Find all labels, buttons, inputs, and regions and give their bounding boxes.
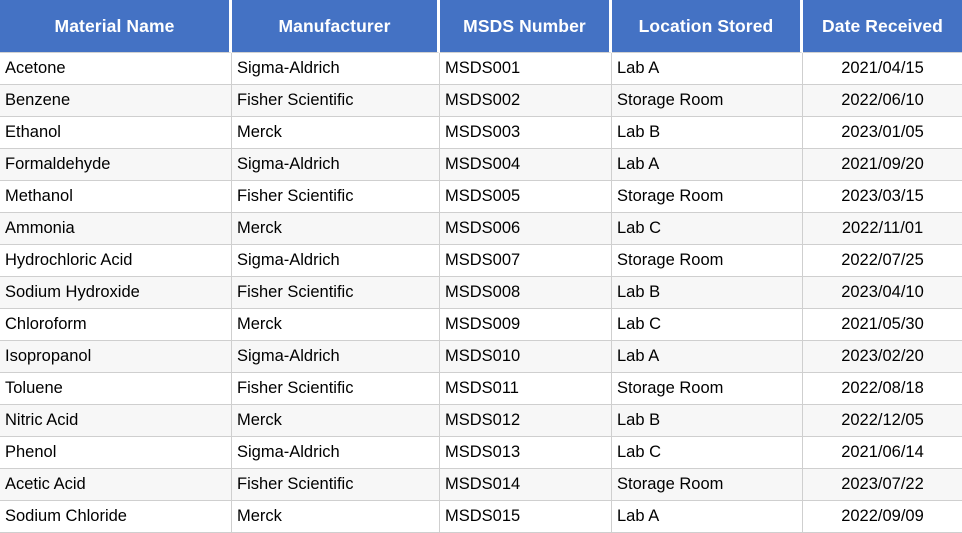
cell-manufacturer[interactable]: Sigma-Aldrich — [232, 149, 440, 181]
cell-material-name[interactable]: Isopropanol — [0, 341, 232, 373]
cell-location-stored[interactable]: Lab B — [612, 277, 803, 309]
cell-location-stored[interactable]: Storage Room — [612, 85, 803, 117]
cell-date-received[interactable]: 2022/06/10 — [803, 85, 962, 117]
cell-date-received[interactable]: 2022/11/01 — [803, 213, 962, 245]
cell-location-stored[interactable]: Storage Room — [612, 373, 803, 405]
table-row[interactable]: Ethanol Merck MSDS003 Lab B 2023/01/05 — [0, 117, 962, 149]
cell-manufacturer[interactable]: Fisher Scientific — [232, 181, 440, 213]
column-header-location-stored[interactable]: Location Stored — [612, 0, 803, 53]
cell-date-received[interactable]: 2023/07/22 — [803, 469, 962, 501]
cell-date-received[interactable]: 2022/08/18 — [803, 373, 962, 405]
cell-msds-number[interactable]: MSDS006 — [440, 213, 612, 245]
cell-msds-number[interactable]: MSDS014 — [440, 469, 612, 501]
cell-msds-number[interactable]: MSDS010 — [440, 341, 612, 373]
cell-date-received[interactable]: 2023/03/15 — [803, 181, 962, 213]
cell-manufacturer[interactable]: Fisher Scientific — [232, 373, 440, 405]
cell-material-name[interactable]: Ethanol — [0, 117, 232, 149]
cell-msds-number[interactable]: MSDS011 — [440, 373, 612, 405]
cell-location-stored[interactable]: Lab A — [612, 501, 803, 533]
cell-material-name[interactable]: Benzene — [0, 85, 232, 117]
table-row[interactable]: Methanol Fisher Scientific MSDS005 Storage … — [0, 181, 962, 213]
cell-date-received[interactable]: 2022/07/25 — [803, 245, 962, 277]
cell-manufacturer[interactable]: Sigma-Aldrich — [232, 437, 440, 469]
cell-msds-number[interactable]: MSDS009 — [440, 309, 612, 341]
cell-date-received[interactable]: 2021/06/14 — [803, 437, 962, 469]
cell-msds-number[interactable]: MSDS008 — [440, 277, 612, 309]
cell-msds-number[interactable]: MSDS007 — [440, 245, 612, 277]
cell-material-name[interactable]: Hydrochloric Acid — [0, 245, 232, 277]
cell-msds-number[interactable]: MSDS001 — [440, 53, 612, 85]
column-header-material-name[interactable]: Material Name — [0, 0, 232, 53]
header-row: Material Name Manufacturer MSDS Number Loca… — [0, 0, 962, 53]
cell-location-stored[interactable]: Storage Room — [612, 245, 803, 277]
cell-msds-number[interactable]: MSDS005 — [440, 181, 612, 213]
table-row[interactable]: Toluene Fisher Scientific MSDS011 Storage R… — [0, 373, 962, 405]
cell-manufacturer[interactable]: Merck — [232, 117, 440, 149]
cell-material-name[interactable]: Ammonia — [0, 213, 232, 245]
cell-location-stored[interactable]: Storage Room — [612, 469, 803, 501]
column-header-date-received[interactable]: Date Received — [803, 0, 962, 53]
cell-material-name[interactable]: Formaldehyde — [0, 149, 232, 181]
cell-material-name[interactable]: Acetic Acid — [0, 469, 232, 501]
table-row[interactable]: Benzene Fisher Scientific MSDS002 Storage R… — [0, 85, 962, 117]
cell-date-received[interactable]: 2023/02/20 — [803, 341, 962, 373]
table-body: Acetone Sigma-Aldrich MSDS001 Lab A 2021/04/… — [0, 53, 962, 533]
cell-date-received[interactable]: 2021/09/20 — [803, 149, 962, 181]
cell-msds-number[interactable]: MSDS004 — [440, 149, 612, 181]
cell-manufacturer[interactable]: Merck — [232, 213, 440, 245]
cell-material-name[interactable]: Toluene — [0, 373, 232, 405]
table-row[interactable]: Sodium Hydroxide Fisher Scientific MSDS008… — [0, 277, 962, 309]
cell-location-stored[interactable]: Lab A — [612, 341, 803, 373]
table-header: Material Name Manufacturer MSDS Number Loca… — [0, 0, 962, 53]
cell-material-name[interactable]: Nitric Acid — [0, 405, 232, 437]
cell-material-name[interactable]: Sodium Hydroxide — [0, 277, 232, 309]
cell-msds-number[interactable]: MSDS015 — [440, 501, 612, 533]
table-row[interactable]: Hydrochloric Acid Sigma-Aldrich MSDS007 Sto… — [0, 245, 962, 277]
cell-material-name[interactable]: Methanol — [0, 181, 232, 213]
cell-material-name[interactable]: Chloroform — [0, 309, 232, 341]
cell-manufacturer[interactable]: Sigma-Aldrich — [232, 341, 440, 373]
cell-location-stored[interactable]: Lab C — [612, 213, 803, 245]
cell-manufacturer[interactable]: Fisher Scientific — [232, 85, 440, 117]
cell-manufacturer[interactable]: Sigma-Aldrich — [232, 245, 440, 277]
cell-date-received[interactable]: 2022/09/09 — [803, 501, 962, 533]
table-row[interactable]: Nitric Acid Merck MSDS012 Lab B 2022/12/05 — [0, 405, 962, 437]
cell-msds-number[interactable]: MSDS013 — [440, 437, 612, 469]
cell-manufacturer[interactable]: Sigma-Aldrich — [232, 53, 440, 85]
cell-location-stored[interactable]: Lab C — [612, 437, 803, 469]
cell-manufacturer[interactable]: Fisher Scientific — [232, 277, 440, 309]
cell-msds-number[interactable]: MSDS003 — [440, 117, 612, 149]
table-row[interactable]: Acetic Acid Fisher Scientific MSDS014 Stora… — [0, 469, 962, 501]
column-header-manufacturer[interactable]: Manufacturer — [232, 0, 440, 53]
table-row[interactable]: Ammonia Merck MSDS006 Lab C 2022/11/01 — [0, 213, 962, 245]
cell-manufacturer[interactable]: Merck — [232, 309, 440, 341]
column-header-msds-number[interactable]: MSDS Number — [440, 0, 612, 53]
cell-date-received[interactable]: 2023/01/05 — [803, 117, 962, 149]
table-row[interactable]: Isopropanol Sigma-Aldrich MSDS010 Lab A 2023… — [0, 341, 962, 373]
cell-location-stored[interactable]: Lab A — [612, 149, 803, 181]
cell-date-received[interactable]: 2023/04/10 — [803, 277, 962, 309]
cell-manufacturer[interactable]: Merck — [232, 501, 440, 533]
cell-location-stored[interactable]: Storage Room — [612, 181, 803, 213]
cell-location-stored[interactable]: Lab B — [612, 405, 803, 437]
table-row[interactable]: Phenol Sigma-Aldrich MSDS013 Lab C 2021/06/1… — [0, 437, 962, 469]
cell-date-received[interactable]: 2022/12/05 — [803, 405, 962, 437]
table-row[interactable]: Formaldehyde Sigma-Aldrich MSDS004 Lab A 202… — [0, 149, 962, 181]
table-row[interactable]: Chloroform Merck MSDS009 Lab C 2021/05/30 — [0, 309, 962, 341]
cell-location-stored[interactable]: Lab B — [612, 117, 803, 149]
cell-material-name[interactable]: Sodium Chloride — [0, 501, 232, 533]
table-row[interactable]: Acetone Sigma-Aldrich MSDS001 Lab A 2021/04/… — [0, 53, 962, 85]
cell-manufacturer[interactable]: Fisher Scientific — [232, 469, 440, 501]
cell-date-received[interactable]: 2021/04/15 — [803, 53, 962, 85]
cell-material-name[interactable]: Phenol — [0, 437, 232, 469]
cell-location-stored[interactable]: Lab C — [612, 309, 803, 341]
cell-manufacturer[interactable]: Merck — [232, 405, 440, 437]
cell-msds-number[interactable]: MSDS012 — [440, 405, 612, 437]
cell-material-name[interactable]: Acetone — [0, 53, 232, 85]
cell-date-received[interactable]: 2021/05/30 — [803, 309, 962, 341]
cell-msds-number[interactable]: MSDS002 — [440, 85, 612, 117]
cell-location-stored[interactable]: Lab A — [612, 53, 803, 85]
table-row[interactable]: Sodium Chloride Merck MSDS015 Lab A 2022/09/… — [0, 501, 962, 533]
